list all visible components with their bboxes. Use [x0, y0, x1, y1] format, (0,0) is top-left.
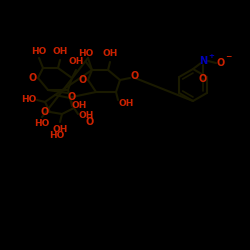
Text: O: O — [79, 75, 87, 85]
Text: HO: HO — [78, 50, 94, 58]
Text: O: O — [86, 117, 94, 127]
Text: O: O — [217, 58, 225, 68]
Text: OH: OH — [52, 48, 68, 56]
Text: OH: OH — [102, 50, 118, 58]
Text: O: O — [68, 92, 76, 102]
Text: −: − — [225, 52, 232, 61]
Text: +: + — [208, 53, 214, 59]
Text: HO: HO — [31, 48, 47, 56]
Text: O: O — [199, 74, 207, 84]
Text: HO: HO — [21, 96, 37, 104]
Text: O: O — [41, 107, 49, 117]
Text: OH: OH — [78, 112, 94, 120]
Text: OH: OH — [118, 100, 134, 108]
Text: HO: HO — [34, 118, 50, 128]
Text: N: N — [199, 56, 207, 66]
Text: OH: OH — [71, 102, 87, 110]
Text: OH: OH — [68, 58, 84, 66]
Text: O: O — [29, 73, 37, 83]
Text: HO: HO — [49, 130, 65, 140]
Text: OH: OH — [52, 124, 68, 134]
Text: O: O — [131, 71, 139, 81]
